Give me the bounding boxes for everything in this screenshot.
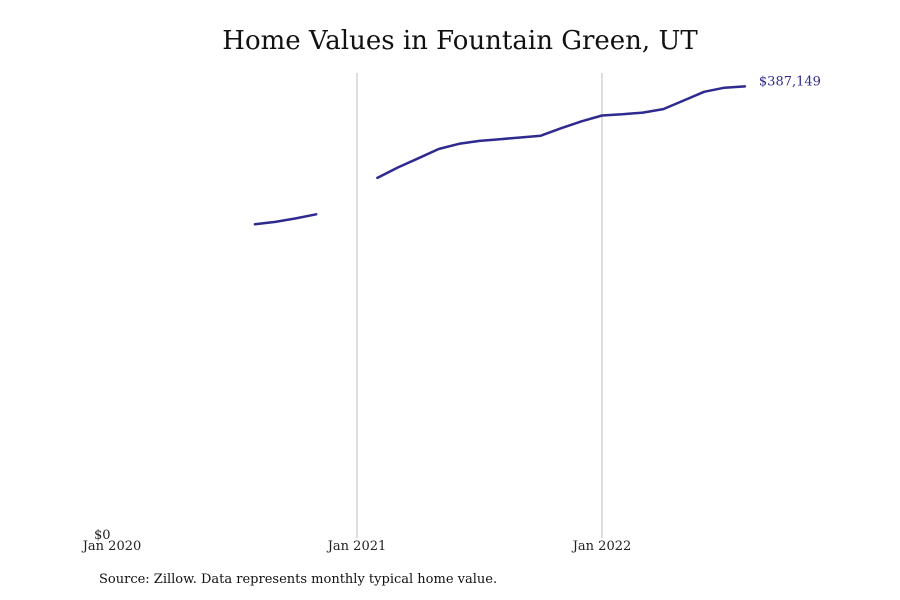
gridlines [356,73,603,538]
y-tick-label: $0 [94,528,111,543]
x-tick-label: Jan 2021 [326,539,387,554]
chart-title: Home Values in Fountain Green, UT [222,26,698,56]
x-tick-label: Jan 2020 [81,539,142,554]
series-lines [253,85,747,226]
series-line-segment-1 [376,85,747,180]
source-note: Source: Zillow. Data represents monthly … [99,572,498,587]
axis-ticks: Jan 2020 Jan 2021 Jan 2022 $0 [81,528,632,554]
end-value-label: $387,149 [759,74,821,89]
x-tick-label: Jan 2022 [571,539,632,554]
series-line-segment-0 [253,213,318,226]
